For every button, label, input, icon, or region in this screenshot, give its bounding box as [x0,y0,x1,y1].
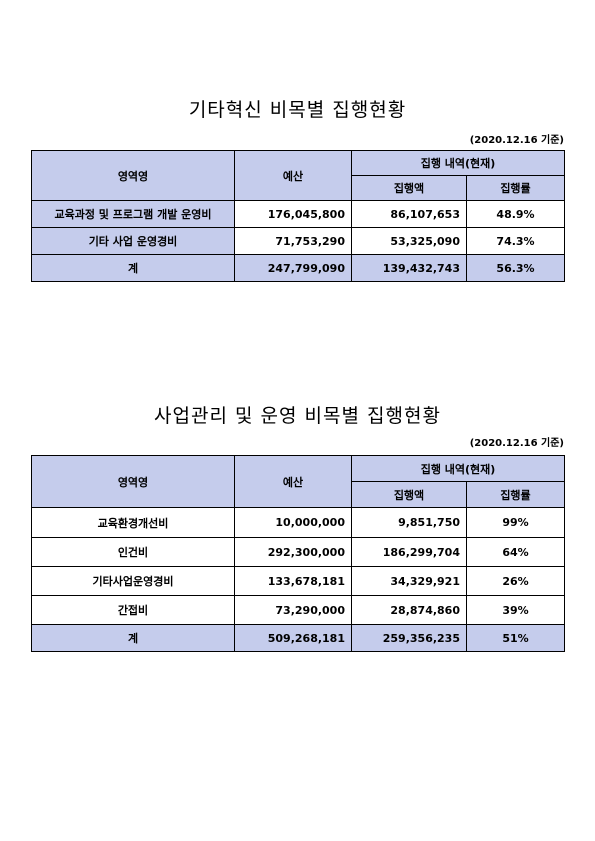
table1: 영역영 예산 집행 내역(현재) 집행액 집행률 교육과정 및 프로그램 개발 … [31,150,566,282]
total-name: 계 [31,254,235,282]
table1-date: (2020.12.16 기준) [469,135,564,146]
header-exec: 집행 내역(현재) [350,455,566,482]
row-rate: 64% [465,537,566,567]
row-amount: 86,107,653 [351,200,467,228]
table1-header-row1: 영역영 예산 집행 내역(현재) [31,150,566,201]
row-budget: 71,753,290 [234,227,352,255]
header-rate: 집행률 [465,175,566,201]
row-budget: 133,678,181 [234,566,352,596]
table2-header-row1: 영역영 예산 집행 내역(현재) [31,455,566,508]
table2-date: (2020.12.16 기준) [469,438,564,449]
table-total-row: 계 509,268,181 259,356,235 51% [31,624,566,652]
table2-title: 사업관리 및 운영 비목별 집행현황 [154,405,441,427]
header-budget: 예산 [234,150,352,201]
total-amount: 259,356,235 [351,624,467,652]
table-row: 간접비 73,290,000 28,874,860 39% [31,595,566,625]
table-row: 교육환경개선비 10,000,000 9,851,750 99% [31,507,566,538]
header-budget: 예산 [234,455,352,508]
row-amount: 53,325,090 [351,227,467,255]
row-amount: 34,329,921 [351,566,467,596]
table-total-row: 계 247,799,090 139,432,743 56.3% [31,254,566,282]
row-budget: 10,000,000 [234,507,352,538]
row-rate: 74.3% [465,227,566,255]
header-amount: 집행액 [351,481,467,508]
table-row: 기타사업운영경비 133,678,181 34,329,921 26% [31,566,566,596]
table-row: 인건비 292,300,000 186,299,704 64% [31,537,566,567]
row-rate: 39% [465,595,566,625]
row-rate: 48.9% [465,200,566,228]
row-name: 기타 사업 운영경비 [31,227,235,255]
row-budget: 73,290,000 [234,595,352,625]
total-rate: 56.3% [465,254,566,282]
row-budget: 176,045,800 [234,200,352,228]
header-area: 영역영 [31,455,235,508]
row-rate: 26% [465,566,566,596]
table2: 영역영 예산 집행 내역(현재) 집행액 집행률 교육환경개선비 10,000,… [31,455,566,652]
row-amount: 9,851,750 [351,507,467,538]
total-name: 계 [31,624,235,652]
row-name: 기타사업운영경비 [31,566,235,596]
total-budget: 247,799,090 [234,254,352,282]
row-budget: 292,300,000 [234,537,352,567]
total-rate: 51% [465,624,566,652]
total-budget: 509,268,181 [234,624,352,652]
header-area: 영역영 [31,150,235,201]
row-name: 교육환경개선비 [31,507,235,538]
table-row: 교육과정 및 프로그램 개발 운영비 176,045,800 86,107,65… [31,200,566,228]
row-amount: 28,874,860 [351,595,467,625]
table1-title: 기타혁신 비목별 집행현황 [188,99,407,121]
header-exec: 집행 내역(현재) [350,150,566,176]
header-rate: 집행률 [465,481,566,508]
total-amount: 139,432,743 [351,254,467,282]
row-name: 간접비 [31,595,235,625]
header-amount: 집행액 [351,175,467,201]
table-row: 기타 사업 운영경비 71,753,290 53,325,090 74.3% [31,227,566,255]
table1-header-row2: 집행액 집행률 [32,175,566,201]
row-rate: 99% [465,507,566,538]
row-amount: 186,299,704 [351,537,467,567]
row-name: 교육과정 및 프로그램 개발 운영비 [31,200,235,228]
row-name: 인건비 [31,537,235,567]
